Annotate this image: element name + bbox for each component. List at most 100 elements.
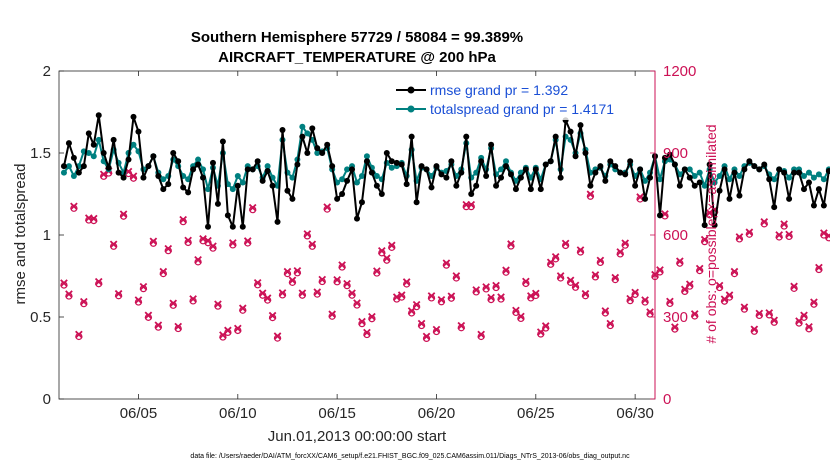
series-point-totalspread [344,166,351,173]
series-point-rmse [746,158,753,165]
series-point-rmse [229,223,236,230]
series-point-totalspread [786,174,793,181]
series-point-rmse [403,181,410,188]
series-point-rmse [622,171,629,178]
series-point-rmse [95,112,102,119]
series-point-rmse [607,158,614,165]
obs-assimilated-marker [184,236,192,245]
series-point-totalspread [264,163,271,170]
obs-assimilated-marker [775,231,784,239]
obs-assimilated-marker [576,246,585,254]
series-point-rmse [279,127,286,134]
obs-assimilated-marker [273,332,282,340]
series-point-totalspread [304,130,311,137]
obs-assimilated-marker [308,240,317,249]
series-point-rmse [731,169,738,176]
series-point-rmse [736,192,743,199]
series-point-rmse [587,182,594,189]
legend-box [392,78,648,120]
series-point-rmse [190,166,197,173]
series-point-rmse [781,169,788,176]
series-point-rmse [458,169,465,176]
obs-assimilated-marker [591,271,600,279]
series-point-rmse [239,223,246,230]
obs-assimilated-marker [159,267,168,276]
obs-assimilated-marker [293,266,302,275]
series-point-rmse [592,169,599,176]
obs-assimilated-marker [730,267,739,276]
obs-assimilated-marker [278,289,287,297]
obs-assimilated-marker [373,267,381,275]
obs-assimilated-marker [735,233,744,241]
series-point-rmse [463,133,470,140]
obs-assimilated-marker [214,300,222,308]
series-point-rmse [214,200,221,207]
series-point-totalspread [65,163,72,170]
y-tick-label-right: 900 [663,145,688,162]
series-point-rmse [572,153,579,160]
obs-assimilated-marker [318,275,327,284]
obs-assimilated-marker [224,326,232,335]
y-tick-label-right: 600 [663,227,688,244]
series-point-rmse [373,182,380,189]
series-point-rmse [299,133,306,140]
obs-assimilated-marker [348,289,356,298]
obs-assimilated-marker [561,239,570,248]
series-point-rmse [309,125,316,132]
series-point-totalspread [642,177,649,184]
series-point-rmse [661,154,668,161]
series-point-rmse [478,158,485,165]
plot-frame-layer [59,71,655,399]
obs-assimilated-marker [228,239,237,247]
series-point-rmse [741,166,748,173]
series-point-totalspread [805,169,812,176]
series-point-totalspread [503,158,509,165]
series-point-totalspread [339,176,346,183]
obs-assimilated-marker [675,257,684,266]
obs-assimilated-marker [368,312,376,321]
series-point-totalspread [289,174,296,181]
series-point-totalspread [716,172,723,179]
obs-assimilated-marker [243,237,252,245]
series-point-rmse [716,187,723,194]
series-point-rmse [349,166,356,173]
obs-assimilated-marker [89,214,98,223]
series-point-totalspread [726,176,733,183]
obs-assimilated-marker [556,272,565,280]
series-point-rmse [319,150,326,156]
obs-assimilated-marker [382,254,391,263]
series-point-rmse [358,199,365,206]
x-axis-label: Jun.01,2013 00:00:00 start [268,428,447,445]
obs-assimilated-marker [685,280,694,289]
x-tick-label: 06/05 [120,405,158,422]
series-point-rmse [344,177,351,184]
obs-assimilated-marker [740,303,749,311]
series-point-rmse [766,176,773,183]
series-point-rmse [85,130,92,137]
series-point-rmse [60,163,67,170]
obs-assimilated-marker [641,296,649,304]
series-point-rmse [334,195,341,202]
legend-label-totalspread: totalspread grand pr = 1.4171 [430,101,614,117]
series-point-rmse [354,215,360,222]
obs-assimilated-marker [169,299,178,308]
obs-assimilated-marker [134,296,143,304]
series-point-rmse [681,166,688,173]
series-point-rmse [170,150,177,156]
series-point-rmse [582,150,589,156]
obs-assimilated-marker [616,248,625,256]
series-point-rmse [65,140,72,147]
y-tick-label-left: 0.5 [30,309,51,326]
obs-assimilated-marker [790,282,798,291]
series-point-rmse [567,128,574,135]
obs-assimilated-marker [268,311,277,320]
y-axis-label-left: rmse and totalspread [12,164,29,305]
obs-assimilated-marker [666,297,674,306]
series-point-totalspread [691,172,698,179]
obs-assimilated-marker [765,309,774,317]
series-point-rmse [532,166,539,173]
series-point-rmse [75,169,82,176]
obs-assimilated-marker [233,324,242,333]
series-point-rmse [175,158,182,165]
series-point-rmse [209,159,216,166]
